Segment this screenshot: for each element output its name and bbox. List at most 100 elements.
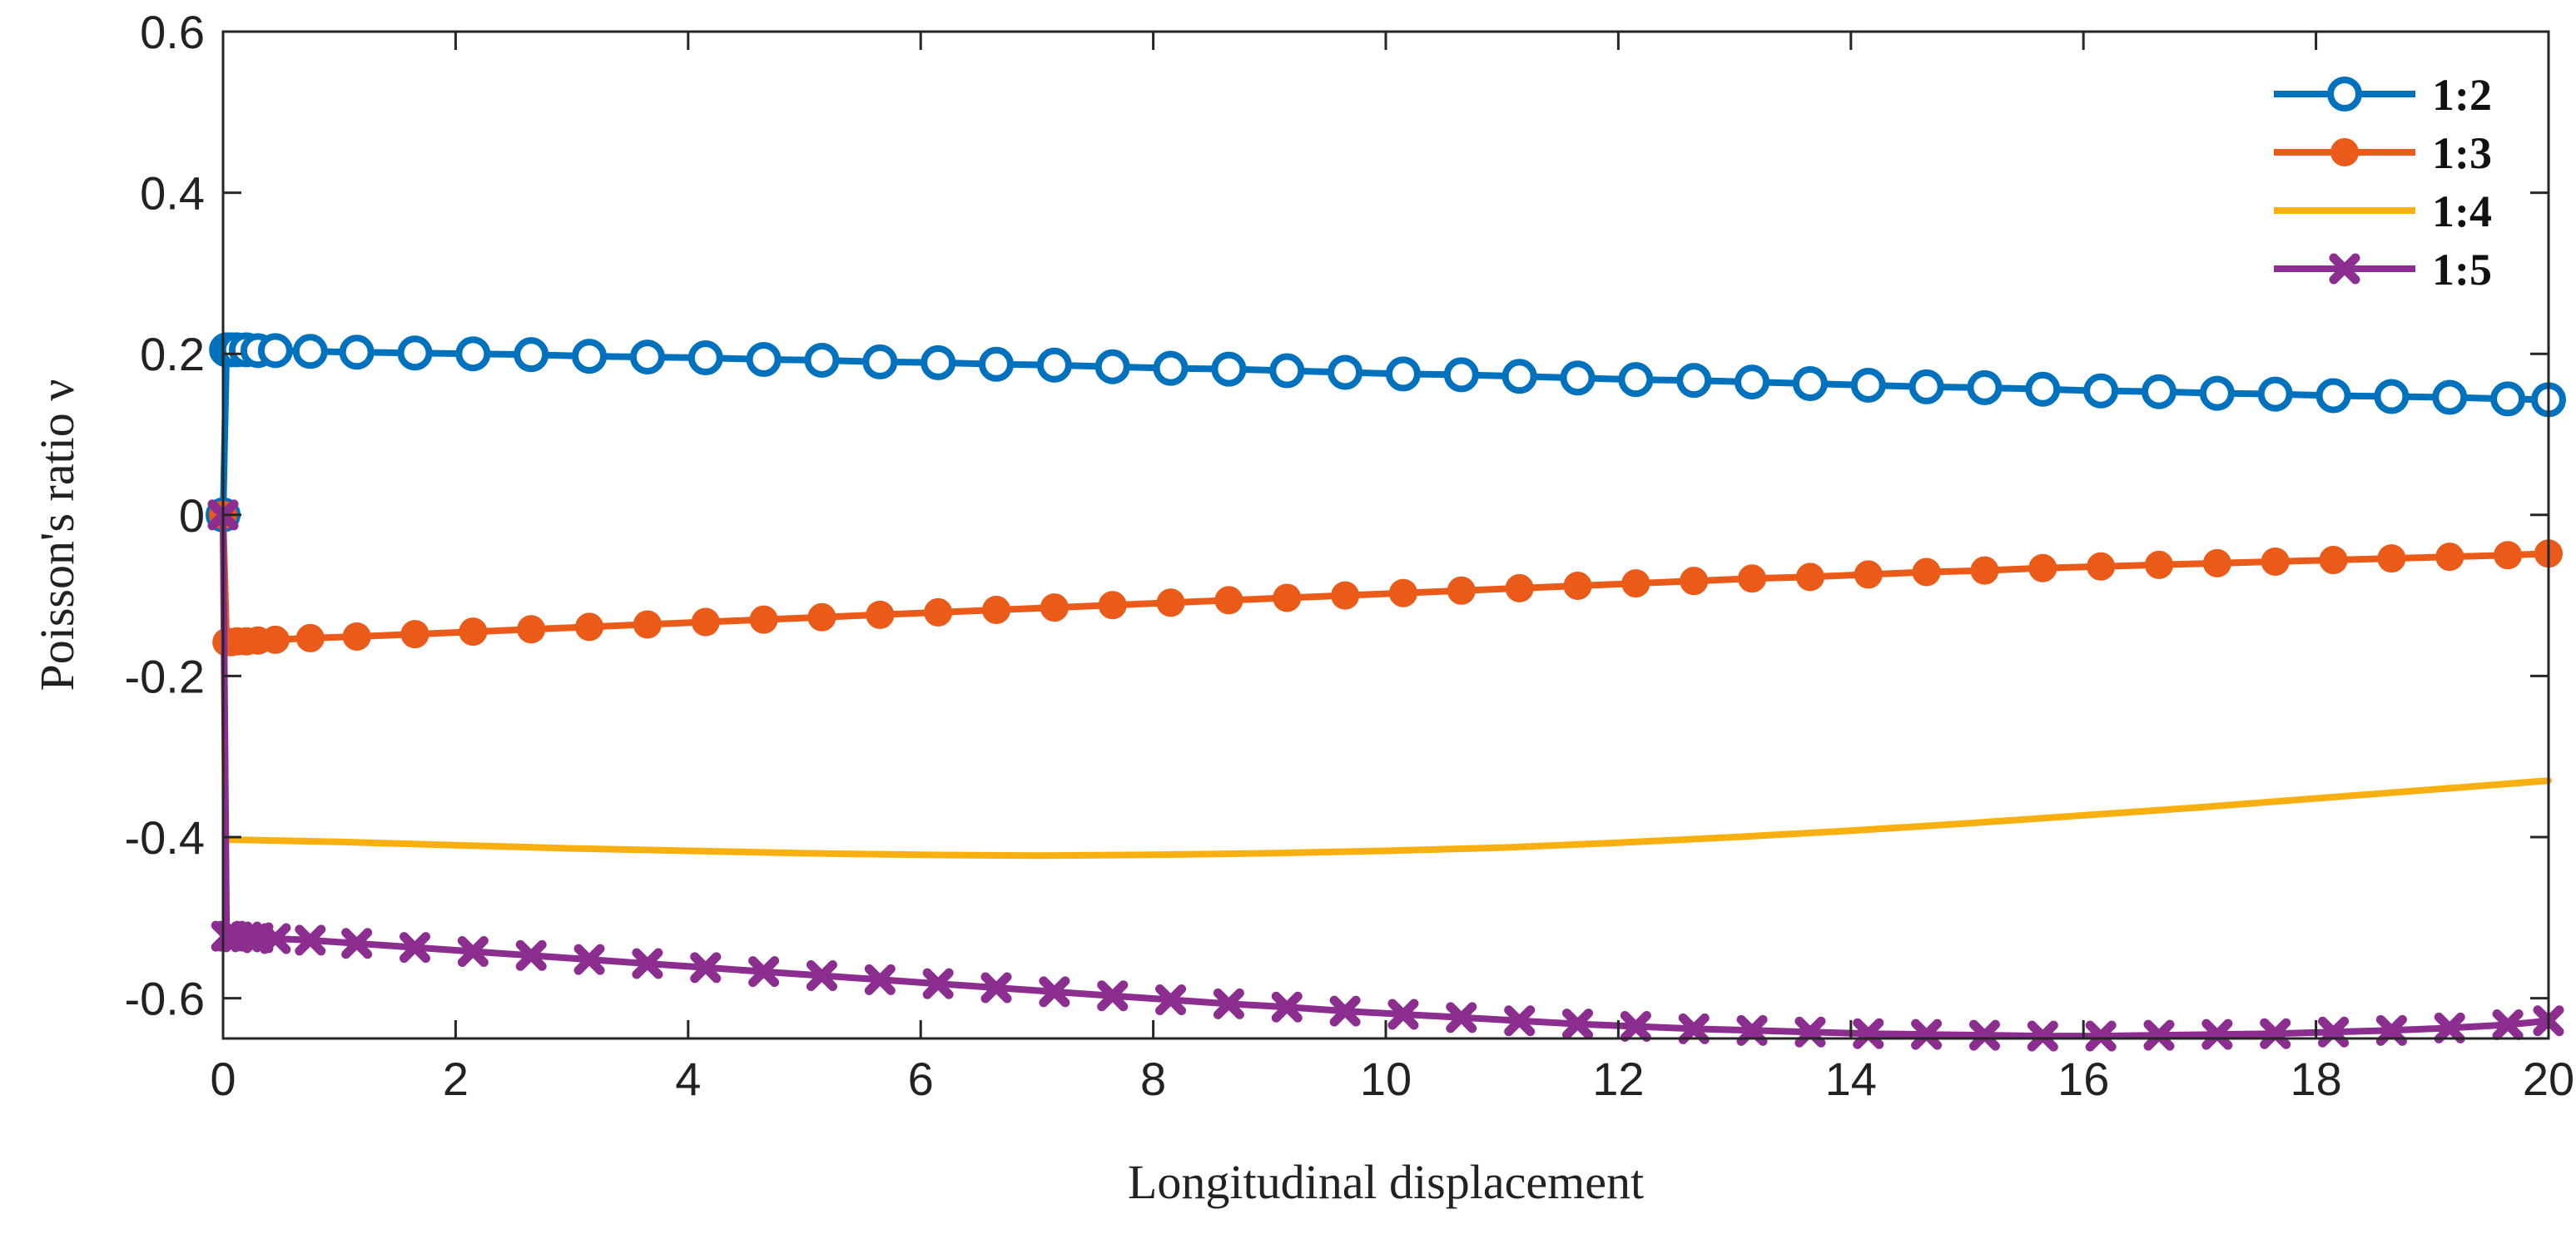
data-point [1214,586,1243,615]
data-point [1040,593,1069,622]
data-point [1504,1005,1536,1037]
data-point [921,344,956,380]
data-point [2492,1009,2524,1041]
data-point [1560,360,1596,396]
data-point [573,944,605,975]
data-point [1097,980,1129,1012]
data-point [1968,1019,2000,1051]
data-point [2199,375,2235,411]
legend-label: 1:5 [2432,245,2492,295]
data-point [2083,373,2119,409]
data-point [2257,376,2293,412]
data-point [342,622,371,651]
x-tick-label: 18 [2290,1053,2341,1105]
data-point [691,607,720,637]
data-point [1501,359,1537,394]
legend-entry: 1:3 [2274,128,2492,178]
data-point [2490,381,2526,417]
data-point [1036,347,1072,383]
data-point [2087,552,2116,581]
x-tick-label: 4 [675,1053,701,1105]
data-point [1970,556,1999,585]
data-point [1153,350,1189,386]
data-point [1211,351,1247,387]
data-point [2374,379,2410,414]
legend-swatch-marker [2327,77,2362,112]
data-point [400,932,431,964]
data-point [341,928,373,959]
y-tick-label: 0 [179,489,205,542]
legend-label: 1:2 [2432,70,2492,120]
data-point [2315,378,2351,414]
y-tick-label: 0.4 [140,167,205,220]
data-point [515,939,547,971]
data-point [1735,364,1770,400]
data-point [397,335,433,371]
data-point [2143,1019,2175,1051]
data-point [261,625,290,654]
data-point [1443,357,1479,393]
data-point [866,600,895,629]
x-tick-label: 20 [2523,1053,2574,1105]
data-point [804,342,840,378]
data-point [924,597,953,627]
data-point [1213,988,1244,1019]
data-point [1912,558,1941,587]
data-point [1795,563,1824,592]
data-point [2145,550,2174,579]
series-2 [209,500,2563,657]
data-point [1853,1018,1884,1049]
data-point [2085,1020,2117,1052]
data-point [1621,569,1650,598]
data-point [982,596,1011,625]
y-tick-label: -0.6 [125,973,206,1025]
data-point [1273,583,1302,612]
legend-swatch-marker [2329,253,2360,285]
data-point [1854,560,1883,589]
data-point [2432,379,2468,415]
data-point [514,337,549,373]
data-point [2027,1020,2058,1052]
data-point [1387,999,1419,1030]
data-point [748,956,780,988]
data-point [1850,367,1886,403]
data-point [1505,573,1534,602]
legend-entry: 1:2 [2274,70,2492,120]
data-point [295,924,326,956]
x-tick-label: 14 [1825,1053,1877,1105]
data-point [339,335,375,370]
data-point [2319,546,2348,575]
data-point [749,605,778,634]
data-point [633,610,662,639]
data-point [687,340,723,376]
data-point [257,333,293,369]
tick-layer: 0 2 4 6 8 10 12 14 16 18 20 -0.6 -0.4 -0.2 0 0.2 0.4 0.6 [125,6,2575,1105]
data-point [457,935,489,967]
data-point [1618,362,1654,398]
legend-label: 1:4 [2432,186,2492,236]
y-tick-label: -0.2 [125,650,206,702]
legend: 1:2 1:3 1:4 1:5 [2274,70,2492,295]
x-tick-label: 16 [2057,1053,2109,1105]
data-point [2260,1018,2291,1049]
data-point [980,972,1012,1004]
series-line [220,511,2552,860]
legend-label: 1:3 [2432,128,2492,178]
data-point [2201,1018,2233,1050]
data-point [1678,1013,1710,1044]
x-tick-label: 2 [443,1053,469,1105]
data-point [2261,547,2290,576]
legend-swatch-marker [2330,138,2359,166]
data-point [260,923,291,954]
data-point [455,336,491,372]
data-point [806,960,837,991]
legend-entry: 1:5 [2274,245,2492,295]
x-tick-label: 10 [1360,1053,1412,1105]
data-point [1385,356,1421,392]
data-point [864,964,896,995]
y-tick-label: -0.4 [125,811,206,864]
data-point [1620,1010,1651,1042]
data-point [2377,544,2406,573]
